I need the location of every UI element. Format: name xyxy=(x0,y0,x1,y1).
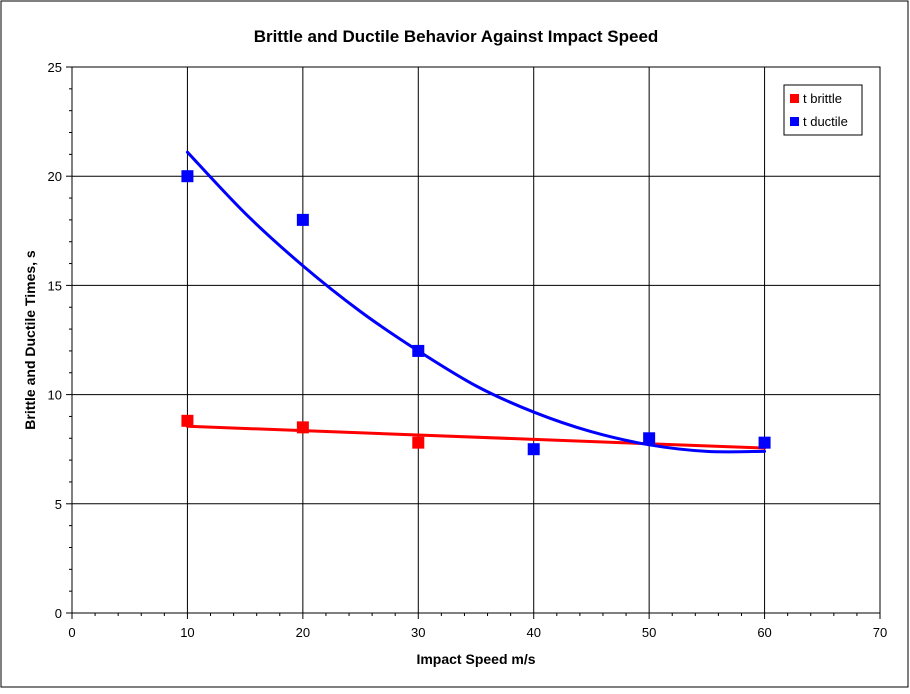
grid xyxy=(72,67,880,613)
point-t-ductile xyxy=(643,432,656,445)
x-tick-label: 30 xyxy=(411,625,425,640)
trendline-t-ductile xyxy=(185,150,767,454)
chart-title: Brittle and Ductile Behavior Against Imp… xyxy=(254,27,659,46)
data-points xyxy=(181,170,771,456)
trendlines xyxy=(185,150,767,454)
point-t-ductile xyxy=(412,344,425,357)
legend-box xyxy=(783,84,863,136)
point-t-brittle xyxy=(412,436,425,449)
point-t-brittle xyxy=(296,421,309,434)
point-t-ductile xyxy=(527,443,540,456)
point-t-brittle xyxy=(181,414,194,427)
trendline-t-brittle xyxy=(185,424,767,450)
x-tick-label: 10 xyxy=(180,625,194,640)
legend-label-t-ductile: t ductile xyxy=(803,114,848,129)
x-tick-label: 20 xyxy=(296,625,310,640)
y-axis-label: Brittle and Ductile Times, s xyxy=(22,250,38,430)
x-tick-label: 60 xyxy=(757,625,771,640)
x-axis-label: Impact Speed m/s xyxy=(416,651,535,667)
y-tick-label: 5 xyxy=(55,497,62,512)
point-t-ductile xyxy=(758,436,771,449)
x-tick-label: 40 xyxy=(526,625,540,640)
y-tick-label: 15 xyxy=(48,278,62,293)
y-tick-label: 25 xyxy=(48,60,62,75)
point-t-ductile xyxy=(181,170,194,183)
x-tick-label: 0 xyxy=(68,625,75,640)
axes: 0 10 20 30 40 50 60 70 0 5 10 15 20 25 xyxy=(48,60,888,640)
x-tick-label: 70 xyxy=(873,625,887,640)
plot-area xyxy=(71,66,881,614)
legend-marker-t-ductile xyxy=(790,117,799,126)
y-tick-label: 0 xyxy=(55,606,62,621)
legend-marker-t-brittle xyxy=(790,94,799,103)
y-tick-label: 10 xyxy=(48,388,62,403)
y-tick-label: 20 xyxy=(48,169,62,184)
point-t-ductile xyxy=(296,213,309,226)
legend-label-t-brittle: t brittle xyxy=(803,91,842,106)
x-tick-label: 50 xyxy=(642,625,656,640)
legend: t brittle t ductile xyxy=(783,84,863,136)
